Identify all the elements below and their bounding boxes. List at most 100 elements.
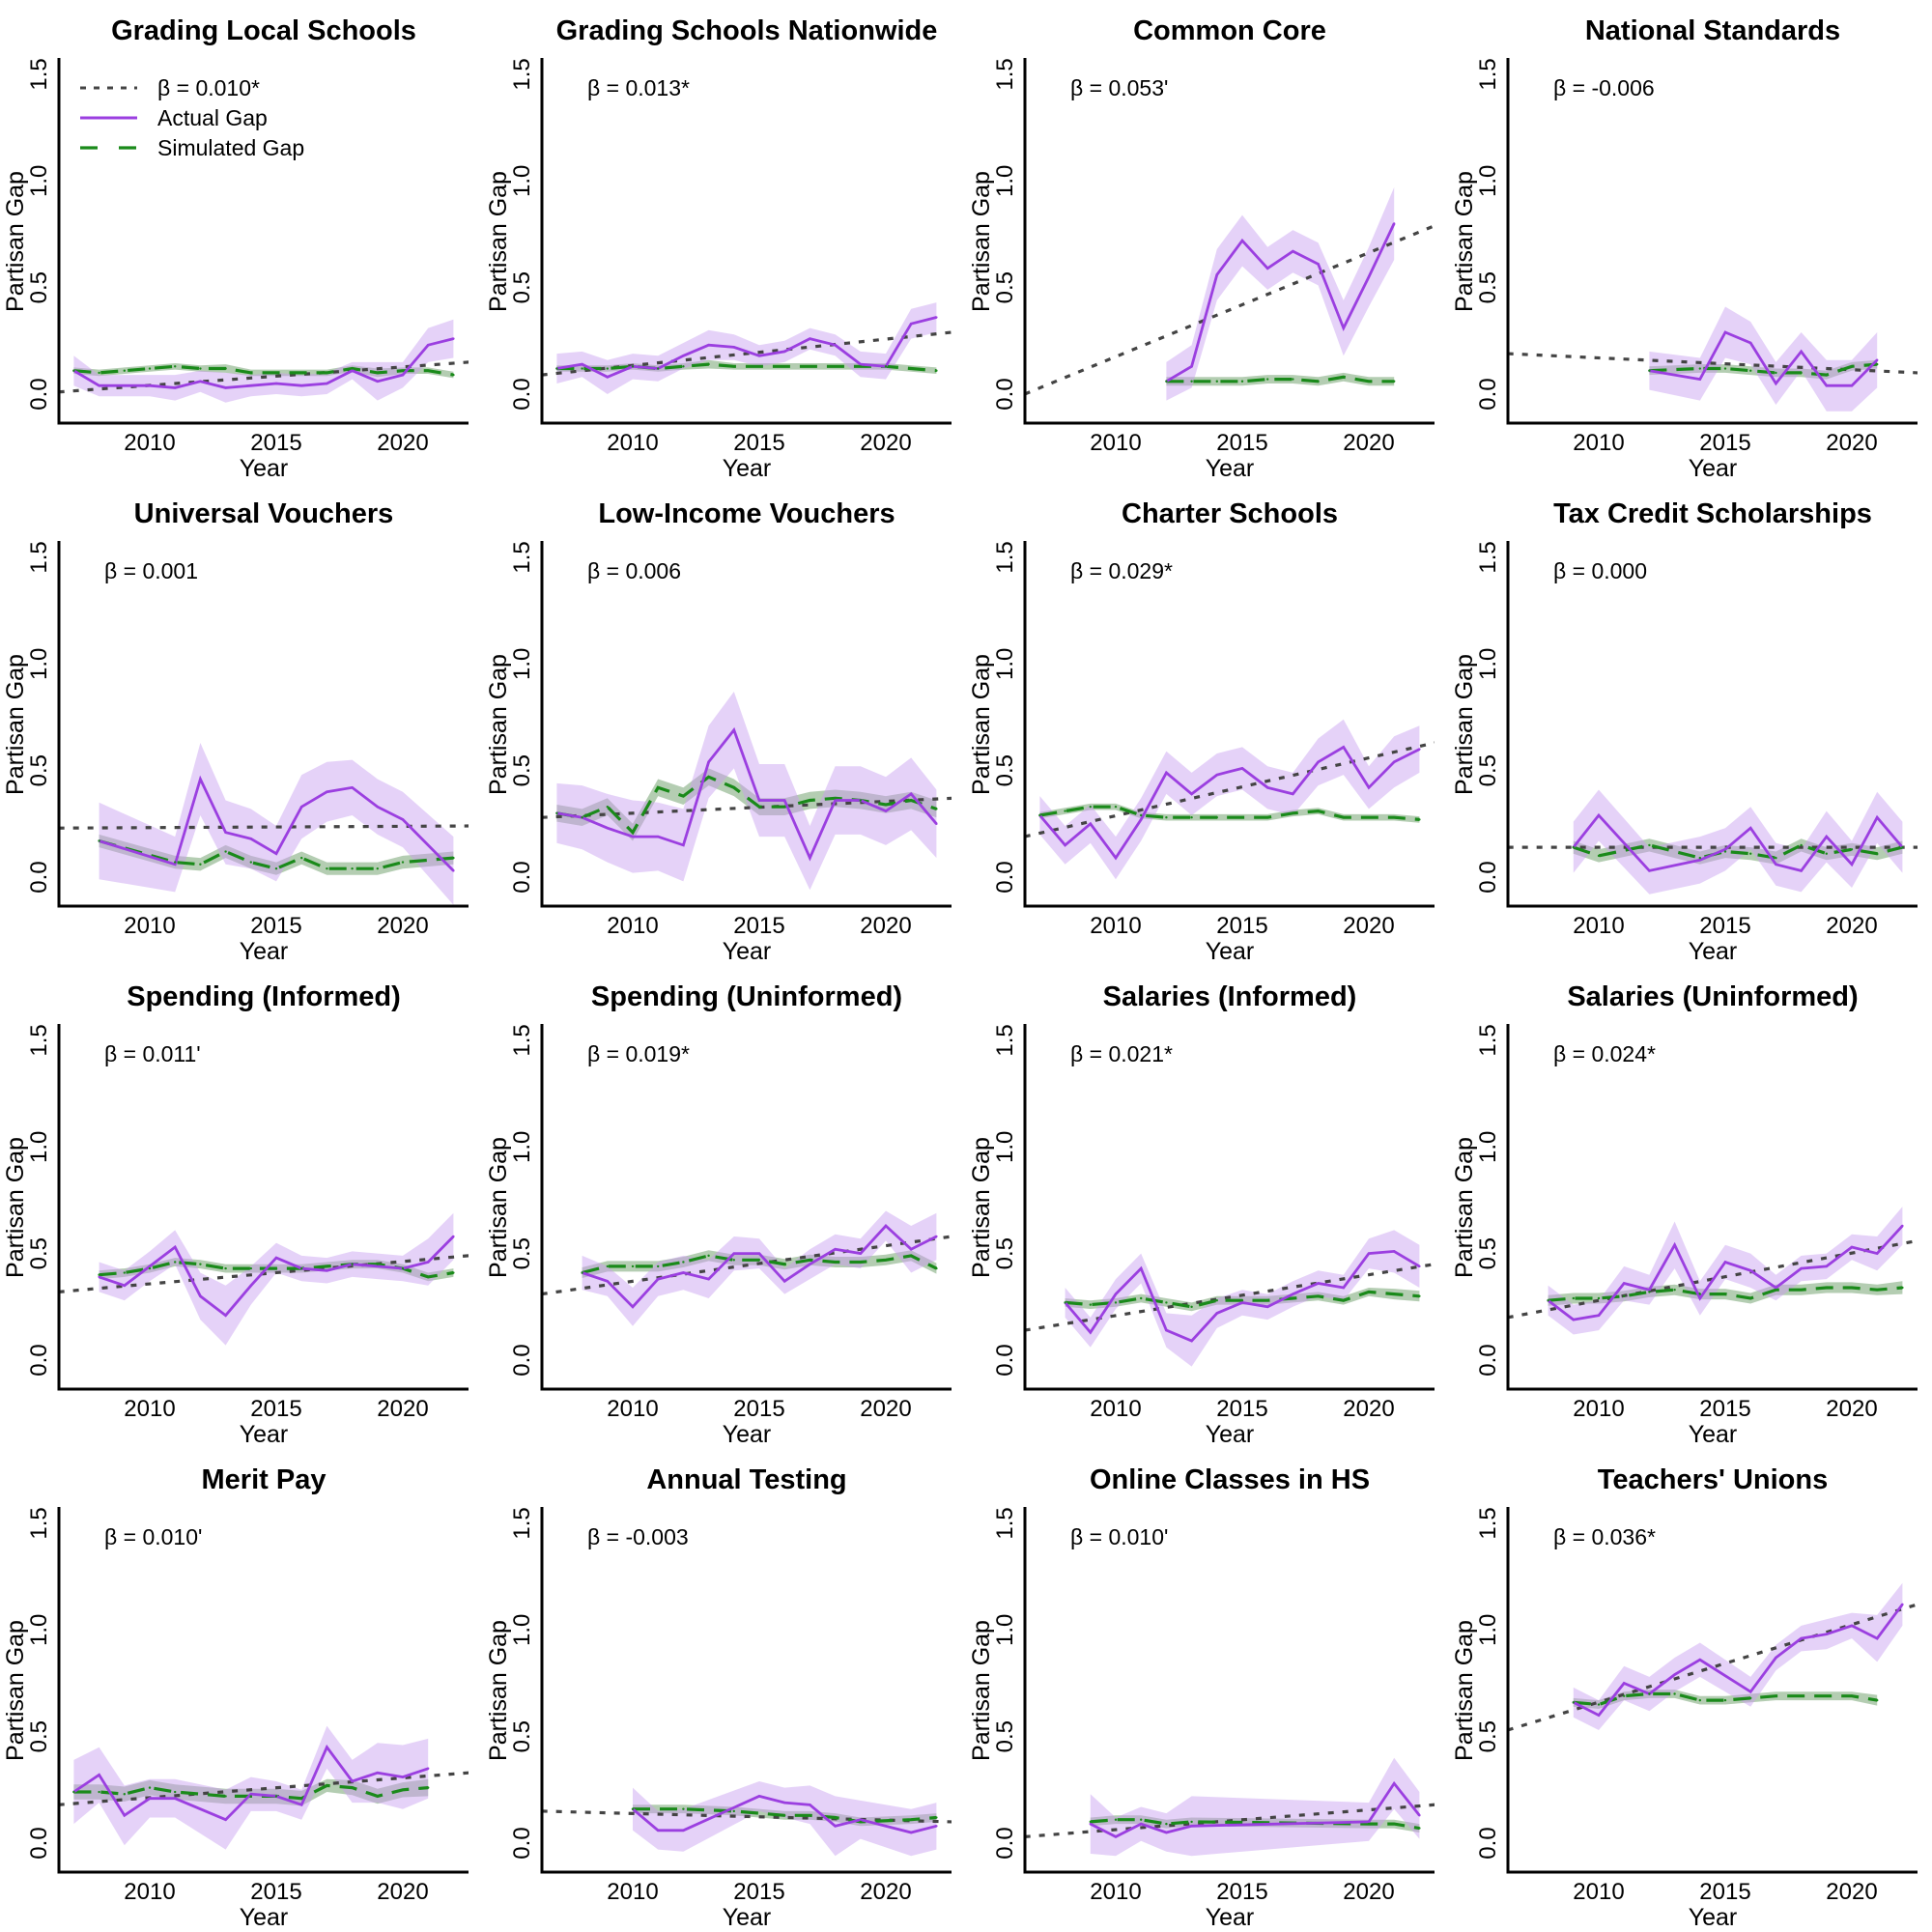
simulated-point bbox=[199, 1263, 202, 1265]
simulated-point bbox=[1393, 1293, 1396, 1295]
actual-point bbox=[1723, 1261, 1727, 1264]
y-tick-label: 0.0 bbox=[992, 378, 1018, 410]
x-tick-label: 2010 bbox=[1090, 430, 1141, 456]
panel-grading-schools-nationwide: Grading Schools Nationwide 0.0 0.5 1.0 1.5 20… bbox=[483, 0, 966, 483]
simulated-point bbox=[631, 831, 635, 834]
actual-point bbox=[935, 316, 938, 319]
simulated-point bbox=[1317, 380, 1320, 383]
trend-line bbox=[1508, 352, 1918, 375]
actual-point bbox=[1114, 856, 1118, 860]
actual-point bbox=[859, 1818, 862, 1821]
simulated-gap-line bbox=[556, 362, 937, 373]
y-axis-label: Partisan Gap bbox=[1451, 1620, 1478, 1761]
simulated-point bbox=[249, 1266, 252, 1270]
beta-annotation: β = 0.036* bbox=[1553, 1524, 1656, 1549]
simulated-point bbox=[148, 1266, 152, 1270]
simulated-point bbox=[783, 805, 786, 809]
y-tick-label: 0.0 bbox=[26, 1344, 52, 1376]
x-tick-label: 2010 bbox=[1090, 1396, 1141, 1422]
x-tick-label: 2015 bbox=[1699, 913, 1750, 939]
simulated-point bbox=[809, 1259, 811, 1262]
y-tick-label: 1.5 bbox=[26, 1024, 52, 1056]
simulated-point bbox=[199, 367, 202, 370]
x-axis-label: Year bbox=[723, 1904, 772, 1931]
plot-area bbox=[1508, 306, 1918, 412]
actual-point bbox=[98, 1774, 100, 1776]
simulated-point bbox=[834, 1261, 837, 1264]
simulated-point bbox=[249, 371, 252, 375]
y-tick-label: 0.5 bbox=[1475, 754, 1501, 786]
simulated-point bbox=[884, 365, 888, 368]
simulated-point bbox=[1215, 816, 1218, 819]
actual-gap-line bbox=[1038, 745, 1421, 861]
simulated-point bbox=[1342, 376, 1345, 379]
trend-line bbox=[542, 1809, 952, 1824]
y-tick-label: 1.0 bbox=[26, 165, 52, 197]
actual-point bbox=[1800, 350, 1803, 354]
x-tick-label: 2020 bbox=[1826, 913, 1877, 939]
x-tick-label: 2010 bbox=[124, 1879, 175, 1905]
actual-point bbox=[98, 384, 100, 387]
simulated-point bbox=[401, 369, 405, 372]
y-axis-label: Partisan Gap bbox=[968, 1137, 995, 1278]
simulated-point bbox=[1749, 369, 1752, 372]
actual-point bbox=[657, 835, 660, 838]
x-tick-label: 2015 bbox=[1699, 1396, 1750, 1422]
simulated-point bbox=[555, 367, 558, 370]
x-axis-label: Year bbox=[1689, 455, 1738, 482]
actual-point bbox=[224, 386, 227, 389]
x-axis-label: Year bbox=[723, 455, 772, 482]
simulated-point bbox=[1140, 1818, 1143, 1821]
simulated-point bbox=[1342, 816, 1345, 819]
simulated-point bbox=[1165, 1822, 1168, 1826]
actual-point bbox=[174, 1797, 177, 1800]
y-tick-label: 1.5 bbox=[509, 541, 535, 573]
simulated-point bbox=[1393, 1822, 1396, 1826]
actual-point bbox=[1597, 813, 1601, 817]
simulated-point bbox=[326, 371, 328, 375]
panel-title: Charter Schools bbox=[1122, 498, 1338, 529]
actual-point bbox=[174, 386, 177, 389]
simulated-point bbox=[376, 867, 379, 870]
actual-point bbox=[783, 1280, 786, 1283]
simulated-point bbox=[935, 1266, 938, 1270]
x-tick-label: 2020 bbox=[1826, 430, 1877, 456]
y-axis-label: Partisan Gap bbox=[968, 654, 995, 795]
overlap-band bbox=[73, 1778, 429, 1806]
actual-point bbox=[401, 818, 405, 821]
actual-point bbox=[427, 1261, 430, 1264]
simulated-point bbox=[427, 369, 430, 372]
plot-area bbox=[1508, 1207, 1918, 1335]
x-tick-label: 2010 bbox=[1573, 1396, 1624, 1422]
beta-annotation: β = 0.024* bbox=[1553, 1041, 1656, 1066]
y-axis-label: Partisan Gap bbox=[2, 1620, 29, 1761]
x-tick-label: 2010 bbox=[124, 1396, 175, 1422]
simulated-point bbox=[581, 816, 583, 819]
actual-point bbox=[1623, 1682, 1626, 1685]
actual-point bbox=[1800, 869, 1803, 872]
x-tick-label: 2015 bbox=[1216, 913, 1267, 939]
y-tick-label: 0.0 bbox=[1475, 378, 1501, 410]
simulated-point bbox=[1418, 1294, 1421, 1297]
chart-svg: Annual Testing 0.0 0.5 1.0 1.5 2010 2015 2020 Ye… bbox=[485, 1464, 952, 1931]
simulated-point bbox=[1597, 1296, 1601, 1300]
simulated-point bbox=[351, 867, 354, 870]
simulated-point bbox=[1114, 805, 1118, 809]
panel-annual-testing: Annual Testing 0.0 0.5 1.0 1.5 2010 2015 2020 Ye… bbox=[483, 1449, 966, 1932]
simulated-point bbox=[1698, 1293, 1701, 1295]
y-tick-label: 0.5 bbox=[26, 271, 52, 303]
panel-title: Salaries (Uninformed) bbox=[1567, 981, 1858, 1012]
beta-annotation: β = 0.000 bbox=[1553, 558, 1647, 583]
actual-point bbox=[376, 380, 379, 383]
simulated-point bbox=[657, 367, 660, 370]
simulated-point bbox=[401, 1788, 405, 1792]
actual-point bbox=[707, 344, 710, 347]
simulated-point bbox=[249, 1795, 252, 1798]
actual-point bbox=[148, 1264, 152, 1268]
simulated-point bbox=[1572, 1296, 1575, 1300]
simulated-point bbox=[123, 1271, 126, 1274]
actual-ci-band bbox=[582, 1210, 937, 1326]
simulated-point bbox=[631, 365, 635, 368]
simulated-point bbox=[452, 1271, 455, 1274]
actual-point bbox=[834, 1248, 837, 1251]
